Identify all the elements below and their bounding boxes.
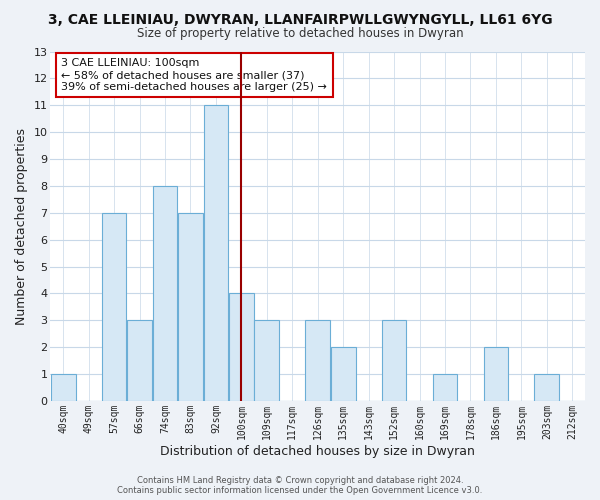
Bar [433,374,457,401]
Text: 3 CAE LLEINIAU: 100sqm
← 58% of detached houses are smaller (37)
39% of semi-det: 3 CAE LLEINIAU: 100sqm ← 58% of detached… [61,58,327,92]
Bar [152,186,178,401]
Bar [51,374,76,401]
Bar [229,294,254,401]
Bar [535,374,559,401]
X-axis label: Distribution of detached houses by size in Dwyran: Distribution of detached houses by size … [160,444,475,458]
Bar [484,347,508,401]
Text: 3, CAE LLEINIAU, DWYRAN, LLANFAIRPWLLGWYNGYLL, LL61 6YG: 3, CAE LLEINIAU, DWYRAN, LLANFAIRPWLLGWY… [47,12,553,26]
Bar [382,320,406,401]
Bar [331,347,356,401]
Bar [127,320,152,401]
Bar [102,213,127,401]
Bar [254,320,279,401]
Text: Contains HM Land Registry data © Crown copyright and database right 2024.
Contai: Contains HM Land Registry data © Crown c… [118,476,482,495]
Bar [305,320,330,401]
Y-axis label: Number of detached properties: Number of detached properties [15,128,28,324]
Bar [203,106,228,401]
Text: Size of property relative to detached houses in Dwyran: Size of property relative to detached ho… [137,28,463,40]
Bar [178,213,203,401]
